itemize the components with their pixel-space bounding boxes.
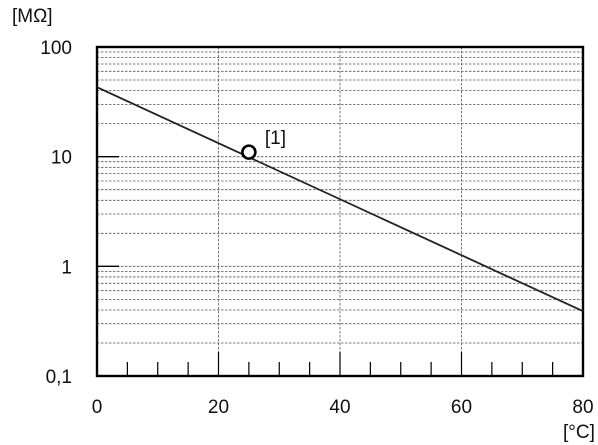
data-point-marker xyxy=(241,144,257,160)
y-tick-label: 100 xyxy=(40,38,72,59)
x-tick-label: 40 xyxy=(329,397,350,418)
x-tick-label: 0 xyxy=(92,397,103,418)
annotations: [1] xyxy=(241,128,286,160)
y-tick-label: 1 xyxy=(61,257,72,278)
series-layer xyxy=(96,86,584,313)
y-tick-labels: 0,1 1 10 100 xyxy=(40,38,72,388)
series-line xyxy=(96,86,584,313)
x-tick-labels: 0 20 40 60 80 xyxy=(92,397,594,418)
x-tick-label: 60 xyxy=(451,397,472,418)
x-tick-label: 80 xyxy=(572,397,593,418)
y-axis-unit: [MΩ] xyxy=(12,6,53,27)
x-tick-label: 20 xyxy=(208,397,229,418)
annotation-label: [1] xyxy=(265,128,286,149)
y-tick-label: 0,1 xyxy=(46,367,72,388)
y-tick-label: 10 xyxy=(51,148,72,169)
x-axis-unit: [°C] xyxy=(563,422,595,443)
grid xyxy=(97,47,583,376)
axis-ticks xyxy=(97,46,554,377)
